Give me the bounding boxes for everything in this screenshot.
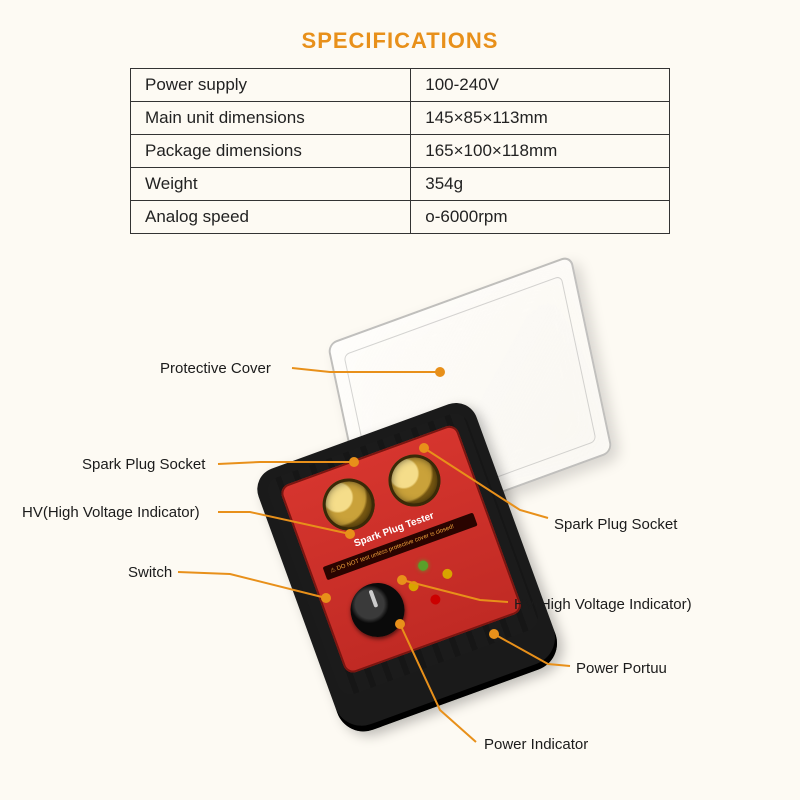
callout-hv-right: HV(High Voltage Indicator) — [514, 596, 692, 613]
callout-power-indicator: Power Indicator — [484, 736, 588, 753]
led-indicator — [417, 559, 430, 572]
led-indicator — [441, 567, 454, 580]
spec-cell: 145×85×113mm — [411, 102, 670, 135]
callout-switch: Switch — [128, 564, 172, 581]
spec-table: Power supply100-240VMain unit dimensions… — [130, 68, 670, 234]
spec-cell: o-6000rpm — [411, 201, 670, 234]
callout-hv-left: HV(High Voltage Indicator) — [22, 504, 200, 521]
callout-spark-socket-left: Spark Plug Socket — [82, 456, 205, 473]
faceplate: Spark Plug Tester ⚠ DO NOT test unless p… — [279, 423, 524, 675]
rotary-switch — [343, 575, 412, 644]
spec-cell: Analog speed — [131, 201, 411, 234]
spec-cell: 354g — [411, 168, 670, 201]
led-indicator — [429, 593, 442, 606]
spec-cell: 165×100×118mm — [411, 135, 670, 168]
spec-cell: Main unit dimensions — [131, 102, 411, 135]
spec-cell: Package dimensions — [131, 135, 411, 168]
spark-socket-left — [315, 471, 382, 538]
spec-cell: 100-240V — [411, 69, 670, 102]
callout-spark-socket-right: Spark Plug Socket — [554, 516, 677, 533]
product-diagram: Spark Plug Tester ⚠ DO NOT test unless p… — [0, 280, 800, 800]
led-indicator — [407, 580, 420, 593]
callout-power-port: Power Portuu — [576, 660, 667, 677]
spec-cell: Weight — [131, 168, 411, 201]
callout-protective-cover: Protective Cover — [160, 360, 271, 377]
section-title: SPECIFICATIONS — [0, 0, 800, 54]
spark-socket-right — [381, 447, 448, 514]
spec-cell: Power supply — [131, 69, 411, 102]
